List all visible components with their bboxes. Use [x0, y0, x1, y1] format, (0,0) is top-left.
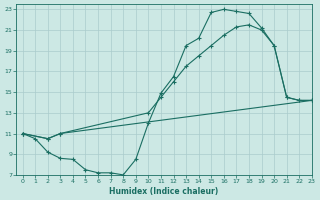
X-axis label: Humidex (Indice chaleur): Humidex (Indice chaleur) [109, 187, 219, 196]
